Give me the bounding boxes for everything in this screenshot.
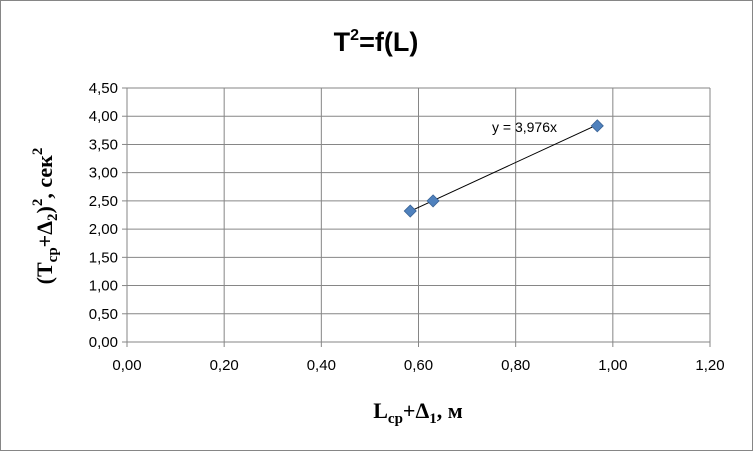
trendline-label: y = 3,976x — [492, 119, 557, 135]
x-tick-labels: 0,00 0,20 0,40 0,60 0,80 1,00 1,20 — [112, 357, 724, 374]
chart-title: T2=f(L) — [334, 27, 419, 57]
y-tick-label: 4,50 — [89, 80, 118, 97]
y-tick-label: 0,50 — [89, 306, 118, 323]
y-tick-label: 4,00 — [89, 108, 118, 125]
data-point — [590, 119, 604, 133]
data-point — [403, 204, 417, 218]
x-tick-label: 0,00 — [112, 357, 141, 374]
trendline — [410, 124, 598, 212]
x-tick-label: 0,40 — [307, 357, 336, 374]
y-axis-title: (Tср+Δ2)2, сек2 — [30, 148, 61, 285]
trendline-line — [410, 124, 598, 212]
y-tick-label: 0,00 — [89, 334, 118, 351]
x-tick-label: 0,20 — [210, 357, 239, 374]
x-tick-label: 0,60 — [404, 357, 433, 374]
y-tick-label: 1,00 — [89, 278, 118, 295]
x-tick-label: 0,80 — [501, 357, 530, 374]
data-point — [426, 194, 440, 208]
y-tick-label: 3,50 — [89, 136, 118, 153]
y-tick-label: 1,50 — [89, 249, 118, 266]
x-axis-title: Lср+Δ1, м — [373, 398, 463, 427]
y-tick-labels: 0,00 0,50 1,00 1,50 2,00 2,50 3,00 3,50 4,00 4,50 — [89, 80, 118, 351]
x-tick-label: 1,00 — [598, 357, 627, 374]
y-tick-label: 2,50 — [89, 193, 118, 210]
grid-lines — [126, 87, 711, 343]
y-tick-label: 2,00 — [89, 221, 118, 238]
x-tick-label: 1,20 — [695, 357, 724, 374]
y-tick-label: 3,00 — [89, 165, 118, 182]
data-points — [403, 119, 604, 218]
axes — [122, 87, 711, 347]
